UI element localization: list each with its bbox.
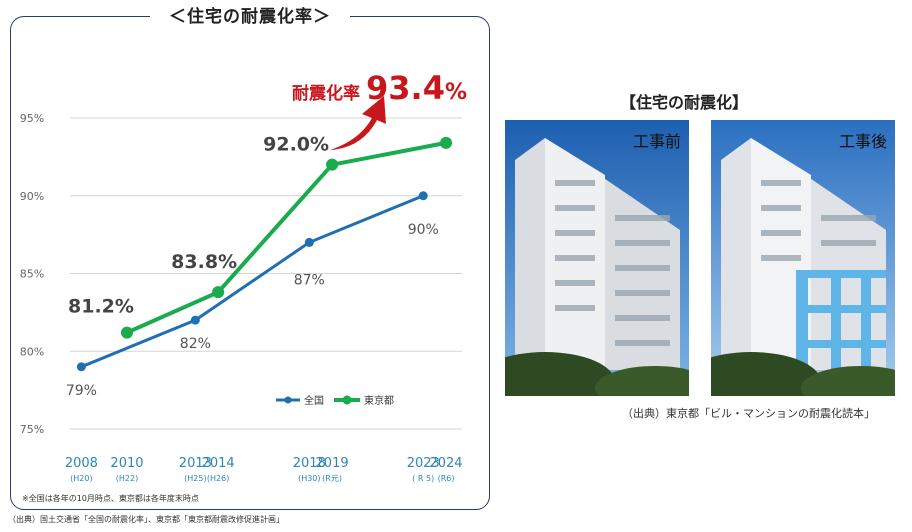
x-tick-era: ( R 5) — [412, 474, 434, 483]
y-tick-label: 95% — [20, 112, 44, 125]
legend-marker — [284, 396, 292, 404]
tokyo-data-label: 83.8% — [171, 251, 237, 273]
x-tick-era: (H30) — [298, 474, 320, 483]
line-chart: 75% 80% 85% 90% 95% 2008 (H20) 2010 (H22) 2013 (H2… — [20, 69, 467, 483]
x-tick-label: 2019 — [316, 456, 349, 471]
x-tick-era: (H22) — [116, 474, 138, 483]
x-tick-label: 2008 — [65, 456, 98, 471]
series-line-tokyo — [126, 140, 447, 335]
national-data-label: 90% — [408, 222, 439, 238]
x-tick-label: 2023 — [407, 456, 440, 471]
national-data-label: 87% — [294, 272, 325, 288]
x-tick-label: 2010 — [110, 456, 143, 471]
x-tick-era: (H20) — [70, 474, 92, 483]
tokyo-point — [212, 286, 225, 299]
x-tick-era: (R元) — [322, 474, 342, 483]
chart-note: ※全国は各年の10月時点、東京都は各年度末時点 — [22, 494, 199, 503]
y-tick-label: 75% — [20, 423, 44, 436]
legend-label: 全国 — [304, 394, 324, 407]
photo-before: 工事前 — [505, 120, 689, 396]
chart-source: （出典）国土交通省「全国の耐震化率」、東京都「東京都耐震改修促進計画」 — [8, 515, 284, 524]
y-tick-label: 80% — [20, 345, 44, 358]
national-data-label: 82% — [180, 336, 211, 352]
national-point — [304, 237, 314, 247]
after-label: 工事後 — [838, 132, 887, 151]
photos-source: （出典）東京都「ビル・マンションの耐震化読本」 — [622, 407, 875, 420]
legend-marker — [342, 395, 352, 405]
chart-panel-title: ＜住宅の耐震化率＞ — [150, 2, 350, 30]
photos-title: 【住宅の耐震化】 — [620, 93, 749, 112]
legend-label: 東京都 — [364, 394, 394, 407]
national-data-label: 79% — [66, 383, 97, 399]
headline: 耐震化率 93.4% — [292, 69, 467, 107]
headline-unit: % — [445, 80, 467, 105]
tokyo-data-label: 92.0% — [263, 134, 329, 156]
tokyo-point — [440, 136, 453, 149]
tokyo-point — [120, 326, 133, 339]
x-tick-label: 2014 — [202, 456, 235, 471]
national-point — [76, 362, 86, 372]
y-tick-label: 85% — [20, 268, 44, 281]
headline-label: 耐震化率 — [292, 83, 360, 104]
x-tick-era: (H25) — [184, 474, 206, 483]
national-point — [190, 315, 200, 325]
series-line-national — [80, 194, 424, 369]
photo-after: 工事後 — [711, 120, 895, 396]
highlight-arrow — [330, 96, 386, 150]
x-tick-label: 2018 — [293, 456, 326, 471]
headline-value: 93.4 — [366, 69, 445, 107]
x-tick-label: 2013 — [179, 456, 212, 471]
tokyo-data-label: 81.2% — [68, 296, 134, 318]
x-tick-era: (R6) — [438, 474, 455, 483]
national-point — [418, 191, 428, 201]
tokyo-point — [326, 158, 339, 171]
x-tick-label: 2024 — [429, 456, 462, 471]
y-tick-label: 90% — [20, 190, 44, 203]
x-tick-era: (H26) — [207, 474, 229, 483]
before-label: 工事前 — [632, 132, 681, 151]
